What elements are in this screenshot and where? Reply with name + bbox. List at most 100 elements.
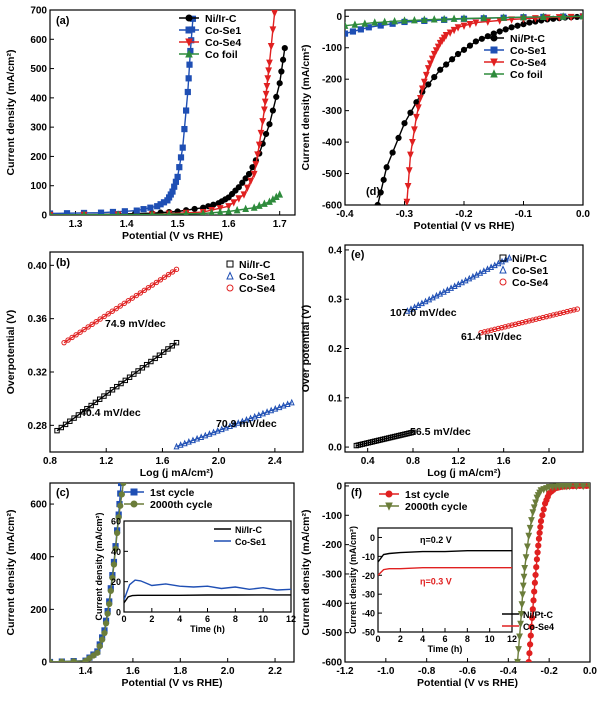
data-point — [450, 26, 458, 35]
data-point — [94, 649, 101, 656]
series-line — [378, 550, 512, 563]
data-point — [243, 416, 250, 423]
data-point — [422, 297, 429, 305]
data-point — [535, 535, 543, 542]
x-tick-label: -0.1 — [515, 209, 533, 220]
data-point — [185, 14, 193, 22]
y-axis-label: Current density (mA/cm²) — [5, 49, 17, 175]
series-2000th-cycle — [50, 483, 127, 662]
x-tick-label: 4 — [177, 614, 182, 624]
data-point — [235, 184, 242, 191]
x-tick-label: 0.8 — [406, 456, 420, 467]
data-point — [141, 287, 148, 293]
data-point — [266, 121, 273, 128]
data-point — [529, 317, 536, 323]
data-point — [413, 99, 420, 106]
data-point — [579, 11, 583, 20]
y-tick-label: 400 — [30, 93, 47, 104]
x-axis-label: Potential (V vs RHE) — [417, 677, 518, 689]
y-tick-label: 0.0 — [328, 443, 342, 454]
data-point — [278, 68, 285, 75]
data-point — [239, 179, 246, 186]
data-point — [174, 173, 181, 181]
data-point — [539, 12, 547, 21]
data-point — [539, 512, 546, 519]
legend-label: Co foil — [205, 49, 238, 61]
data-point — [586, 483, 590, 491]
data-point — [345, 30, 349, 37]
data-point — [431, 73, 438, 81]
data-point — [517, 620, 524, 629]
y-tick-label: -100 — [322, 511, 342, 522]
y-tick-label: 0 — [370, 533, 375, 543]
x-tick-label: 0 — [375, 634, 380, 644]
legend-entry: Co foil — [179, 49, 238, 61]
data-point — [426, 295, 433, 303]
data-point — [490, 34, 498, 42]
data-point — [574, 306, 581, 312]
data-point — [495, 325, 501, 332]
data-point — [257, 129, 265, 138]
data-point — [520, 573, 528, 582]
data-point — [502, 26, 509, 33]
data-point — [198, 433, 205, 440]
x-tick-label: 6 — [442, 634, 447, 644]
data-point — [210, 428, 217, 436]
series-co-se1 — [50, 15, 197, 215]
slope-label: 56.5 mV/dec — [410, 426, 471, 438]
data-point — [185, 438, 192, 445]
x-axis-label: Log (j mA/cm²) — [140, 467, 214, 479]
x-tick-label: 8 — [465, 634, 470, 644]
data-point — [519, 582, 527, 591]
data-point — [255, 411, 262, 418]
x-tick-label: 2.2 — [268, 666, 282, 677]
data-point — [443, 61, 450, 68]
data-point — [413, 113, 420, 122]
series-1st-cycle — [525, 483, 590, 662]
data-point — [422, 71, 430, 80]
data-point — [161, 274, 168, 280]
data-point — [240, 191, 248, 199]
data-point — [165, 346, 171, 352]
data-point — [58, 658, 65, 662]
data-point — [485, 328, 491, 334]
data-point — [281, 44, 288, 52]
data-point — [230, 199, 238, 207]
data-point — [478, 35, 485, 42]
series-line — [124, 594, 291, 604]
legend-label: 2000th cycle — [405, 501, 468, 513]
data-point — [371, 18, 379, 26]
y-axis-label: Current density (mA/cm²) — [348, 526, 358, 634]
data-point — [92, 399, 99, 406]
legend-entry: Co-Se1 — [179, 25, 241, 37]
y-tick-label: -400 — [322, 138, 342, 149]
data-point — [130, 500, 138, 508]
x-tick-label: 1.7 — [273, 219, 287, 230]
data-point — [460, 22, 468, 31]
data-point — [405, 167, 413, 175]
data-point — [131, 371, 137, 377]
y-tick-label: -20 — [362, 571, 375, 581]
data-point — [235, 419, 242, 426]
x-tick-label: 1.2 — [99, 456, 113, 467]
data-point — [415, 301, 422, 309]
data-point — [140, 206, 147, 213]
data-point — [526, 524, 534, 533]
y-tick-label: 40 — [111, 547, 121, 557]
plot-frame — [49, 9, 296, 216]
data-point — [450, 14, 458, 22]
legend-label: Ni/Pt-C — [523, 610, 553, 620]
data-point — [245, 170, 253, 178]
y-tick-label: -500 — [322, 628, 342, 639]
data-point — [516, 320, 522, 327]
data-point — [480, 267, 487, 274]
data-point — [537, 523, 544, 531]
data-point — [122, 377, 128, 384]
data-point — [440, 14, 448, 23]
data-point — [183, 107, 190, 114]
x-tick-label: 1.3 — [69, 219, 83, 230]
y-tick-label: 0.40 — [28, 261, 48, 272]
data-point — [177, 154, 185, 161]
data-point — [255, 141, 263, 150]
